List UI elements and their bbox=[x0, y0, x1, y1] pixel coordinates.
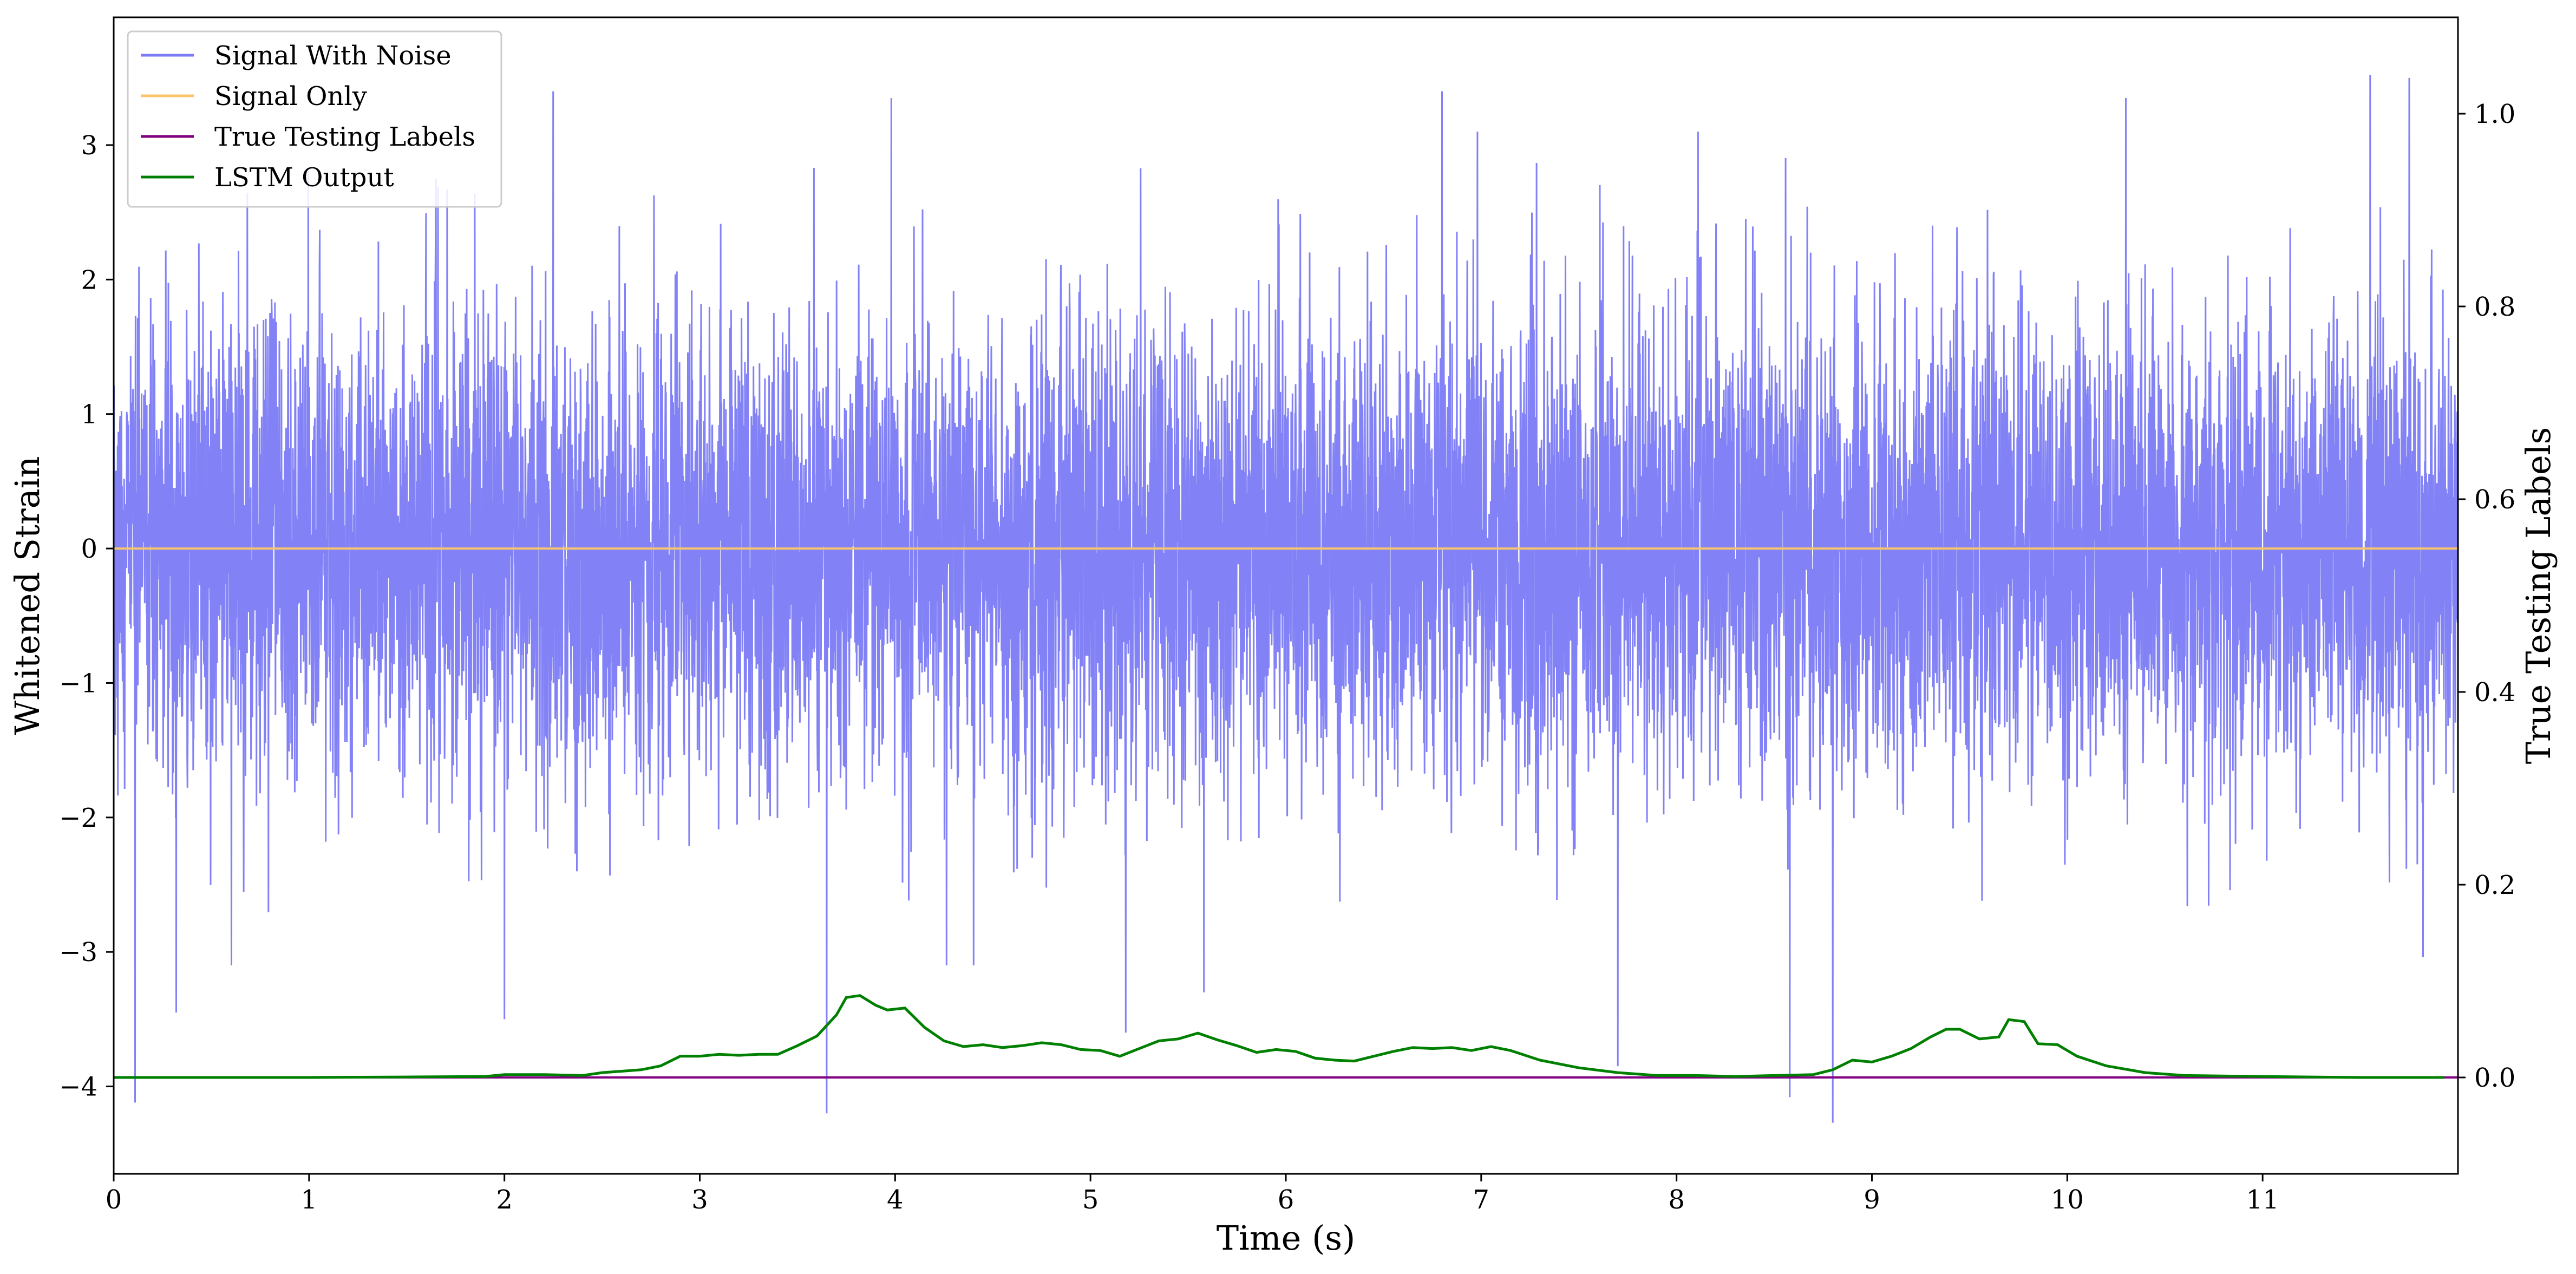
y2-tick-label: 1.0 bbox=[2474, 99, 2515, 129]
x-tick-label: 10 bbox=[2051, 1185, 2084, 1215]
series-signal-with-noise bbox=[114, 75, 2458, 1123]
legend-items: Signal With Noise Signal Only True Testing… bbox=[141, 41, 475, 193]
x-tick-label: 0 bbox=[106, 1185, 122, 1215]
plot-area bbox=[114, 75, 2458, 1123]
x-tick-label: 4 bbox=[887, 1185, 904, 1215]
x-tick-label: 7 bbox=[1473, 1185, 1490, 1215]
x-axis-label: Time (s) bbox=[1217, 1218, 1356, 1258]
series-lines bbox=[114, 547, 2458, 1079]
y-tick-label: −3 bbox=[59, 937, 97, 968]
y-tick-label: 2 bbox=[81, 265, 97, 295]
y2-tick-label: 0.8 bbox=[2474, 292, 2515, 322]
legend-label-lstm-output: LSTM Output bbox=[214, 162, 394, 193]
legend: Signal With Noise Signal Only True Testing… bbox=[127, 30, 502, 208]
x-tick-label: 3 bbox=[691, 1185, 708, 1215]
y-tick-label: −4 bbox=[59, 1072, 97, 1102]
y-tick-label: −2 bbox=[59, 803, 97, 833]
legend-label-true-testing-labels: True Testing Labels bbox=[214, 122, 475, 152]
y-tick-label: 0 bbox=[81, 534, 97, 564]
y-tick-label: 3 bbox=[81, 130, 97, 161]
y2-tick-label: 0.0 bbox=[2474, 1063, 2515, 1093]
y-tick-label: −1 bbox=[59, 668, 97, 698]
x-tick-label: 9 bbox=[1864, 1185, 1880, 1215]
x-tick-label: 2 bbox=[496, 1185, 513, 1215]
x-tick-label: 11 bbox=[2246, 1185, 2279, 1215]
y-axis-label: Whitened Strain bbox=[8, 456, 47, 735]
legend-box bbox=[127, 30, 502, 208]
x-tick-label: 8 bbox=[1668, 1185, 1685, 1215]
y2-tick-label: 0.2 bbox=[2474, 870, 2515, 900]
axes: 0 1 2 3 4 5 6 7 8 9 10 11 −4 −3 −2 −1 0 1 2 3 0.0 0.2 0.4 0.6 0.… bbox=[59, 99, 2515, 1215]
x-tick-label: 5 bbox=[1082, 1185, 1099, 1215]
x-tick-label: 6 bbox=[1278, 1185, 1294, 1215]
y2-tick-label: 0.6 bbox=[2474, 485, 2515, 515]
y2-axis-label: True Testing Labels bbox=[2519, 427, 2558, 765]
legend-label-signal-with-noise: Signal With Noise bbox=[214, 41, 452, 71]
legend-label-signal-only: Signal Only bbox=[214, 81, 367, 112]
x-tick-label: 1 bbox=[301, 1185, 318, 1215]
y2-tick-label: 0.4 bbox=[2474, 677, 2515, 708]
series-line-signal-with-noise bbox=[114, 75, 2458, 1123]
y-tick-label: 1 bbox=[81, 400, 97, 430]
series-line-lstm-output bbox=[114, 994, 2444, 1079]
